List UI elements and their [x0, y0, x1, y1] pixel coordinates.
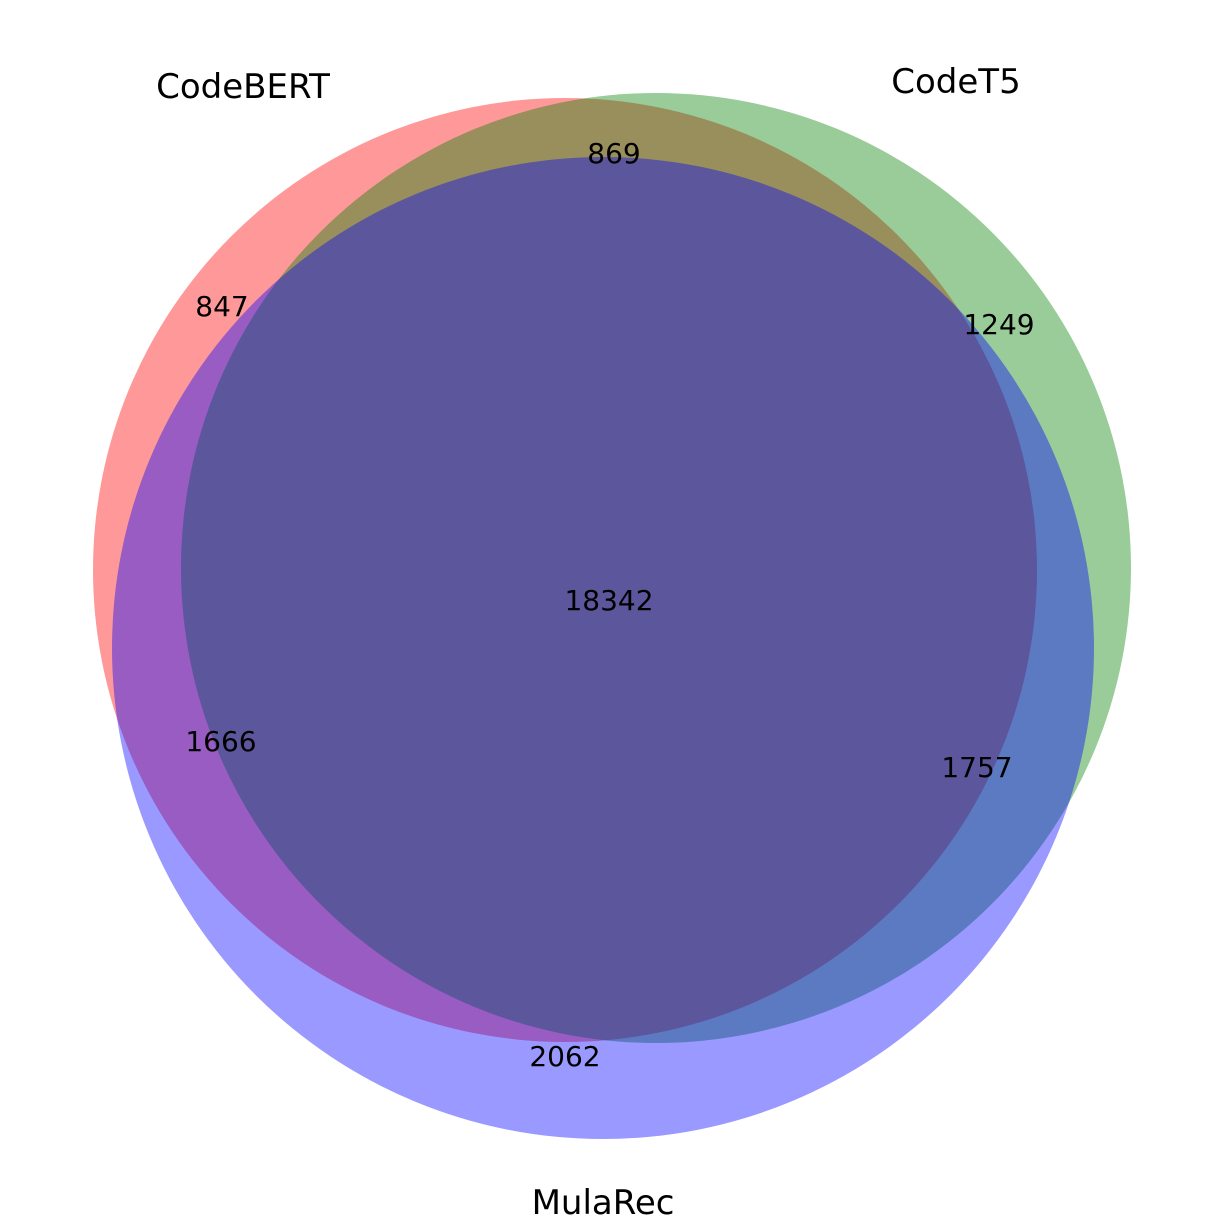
- region-mularec-only: 2062: [529, 1040, 600, 1073]
- set-label-codebert: CodeBERT: [156, 67, 330, 107]
- region-codet5-only: 1249: [963, 308, 1034, 341]
- circle-codet5: [181, 93, 1131, 1043]
- circle-mularec: [112, 157, 1094, 1139]
- set-label-codet5: CodeT5: [891, 62, 1020, 102]
- region-all-three: 18342: [564, 584, 653, 617]
- circle-codebert: [93, 98, 1037, 1042]
- region-codebert-codet5: 869: [587, 137, 640, 170]
- region-codebert-mularec: 1666: [185, 725, 256, 758]
- set-circles: [93, 93, 1131, 1139]
- region-codebert-only: 847: [195, 290, 248, 323]
- region-codet5-mularec: 1757: [941, 751, 1012, 784]
- set-label-mularec: MulaRec: [532, 1183, 675, 1223]
